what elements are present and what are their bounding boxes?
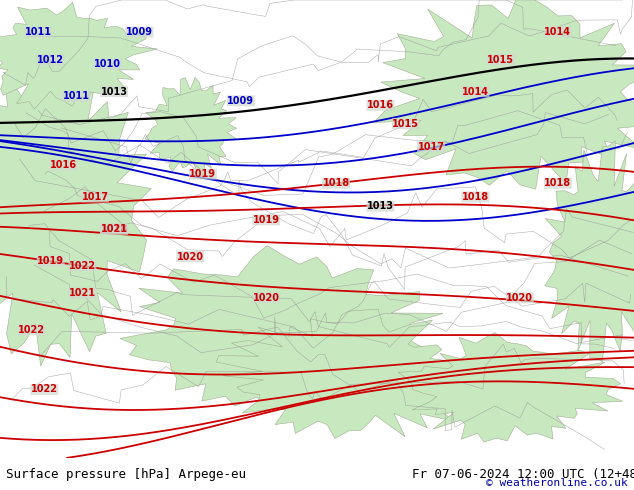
Text: 1022: 1022	[18, 325, 45, 335]
Text: 1010: 1010	[94, 59, 121, 69]
Text: 1015: 1015	[488, 54, 514, 65]
Text: 1021: 1021	[101, 224, 127, 234]
Text: © weatheronline.co.uk: © weatheronline.co.uk	[486, 478, 628, 489]
Text: 1016: 1016	[367, 100, 394, 110]
Text: 1014: 1014	[462, 87, 489, 97]
Text: 1009: 1009	[126, 27, 153, 37]
Text: 1017: 1017	[418, 142, 444, 151]
Text: 1017: 1017	[82, 192, 108, 202]
Text: Fr 07-06-2024 12:00 UTC (12+48): Fr 07-06-2024 12:00 UTC (12+48)	[412, 467, 634, 481]
Text: 1018: 1018	[545, 178, 571, 188]
Text: 1022: 1022	[31, 385, 58, 394]
Text: 1020: 1020	[177, 251, 204, 262]
Text: 1019: 1019	[253, 215, 280, 225]
Text: 1011: 1011	[25, 27, 51, 37]
Text: 1018: 1018	[101, 224, 127, 234]
Polygon shape	[373, 0, 634, 189]
Text: 1020: 1020	[253, 293, 280, 303]
Text: 1009: 1009	[228, 96, 254, 106]
Polygon shape	[398, 333, 623, 442]
Text: 1019: 1019	[37, 256, 64, 266]
Text: 1013: 1013	[101, 87, 127, 97]
Polygon shape	[545, 141, 634, 362]
Polygon shape	[120, 245, 443, 406]
Text: 1015: 1015	[392, 119, 419, 129]
Text: 1020: 1020	[507, 293, 533, 303]
Text: 1018: 1018	[462, 192, 489, 202]
Polygon shape	[216, 309, 480, 439]
Text: 1022: 1022	[69, 261, 96, 271]
Text: 1013: 1013	[367, 201, 394, 211]
Text: 1019: 1019	[190, 169, 216, 179]
Text: 1016: 1016	[50, 160, 77, 170]
Text: 1014: 1014	[545, 27, 571, 37]
Text: 1012: 1012	[37, 54, 64, 65]
Polygon shape	[0, 52, 151, 366]
Text: Surface pressure [hPa] Arpege-eu: Surface pressure [hPa] Arpege-eu	[6, 467, 247, 481]
Text: 1011: 1011	[63, 91, 89, 101]
Polygon shape	[145, 77, 236, 178]
Text: 1021: 1021	[69, 288, 96, 298]
Polygon shape	[0, 2, 157, 109]
Text: 1018: 1018	[323, 178, 349, 188]
